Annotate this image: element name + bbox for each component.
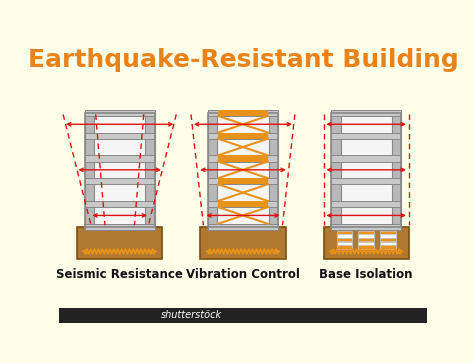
Bar (331, 178, 401, 184)
Bar (59, 308, 427, 323)
Bar (358, 234, 374, 238)
Bar (145, 113, 155, 227)
Bar (208, 113, 278, 227)
Text: Earthquake-Resistant Building: Earthquake-Resistant Building (27, 49, 458, 73)
Bar (358, 245, 374, 249)
Bar (337, 245, 352, 249)
Bar (358, 238, 374, 241)
Bar (208, 132, 278, 139)
Bar (358, 231, 374, 234)
Bar (85, 155, 155, 162)
Bar (208, 113, 218, 227)
Bar (331, 113, 401, 227)
Bar (337, 242, 352, 245)
Bar (331, 201, 401, 207)
Bar (341, 113, 392, 227)
Bar (85, 113, 155, 227)
Bar (358, 242, 374, 245)
Bar (380, 234, 396, 238)
Bar (331, 132, 401, 139)
Bar (331, 113, 341, 227)
Bar (380, 245, 396, 249)
Bar (208, 224, 278, 230)
Bar (208, 155, 278, 162)
Bar (208, 110, 278, 116)
Text: shutterstöck: shutterstöck (160, 310, 221, 321)
Bar (77, 227, 162, 259)
Bar (85, 113, 94, 227)
Bar (218, 132, 268, 139)
Bar (208, 201, 278, 207)
Bar (268, 113, 278, 227)
Bar (85, 110, 155, 116)
Bar (218, 110, 268, 116)
Bar (337, 238, 352, 241)
Bar (331, 110, 401, 116)
Text: Seismic Resistance: Seismic Resistance (56, 268, 183, 281)
Bar (324, 227, 409, 259)
Bar (337, 231, 352, 234)
Bar (218, 155, 268, 162)
Bar (85, 224, 155, 230)
Bar (331, 224, 401, 230)
Bar (380, 242, 396, 245)
Bar (85, 201, 155, 207)
Bar (218, 201, 268, 207)
Bar (218, 178, 268, 184)
Bar (380, 238, 396, 241)
Bar (85, 132, 155, 139)
Bar (392, 113, 401, 227)
Bar (94, 113, 145, 227)
Text: Base Isolation: Base Isolation (319, 268, 413, 281)
Bar (85, 178, 155, 184)
Bar (380, 231, 396, 234)
Bar (331, 155, 401, 162)
Bar (218, 113, 268, 227)
Text: Vibration Control: Vibration Control (186, 268, 300, 281)
Bar (337, 234, 352, 238)
Bar (201, 227, 285, 259)
Bar (208, 178, 278, 184)
